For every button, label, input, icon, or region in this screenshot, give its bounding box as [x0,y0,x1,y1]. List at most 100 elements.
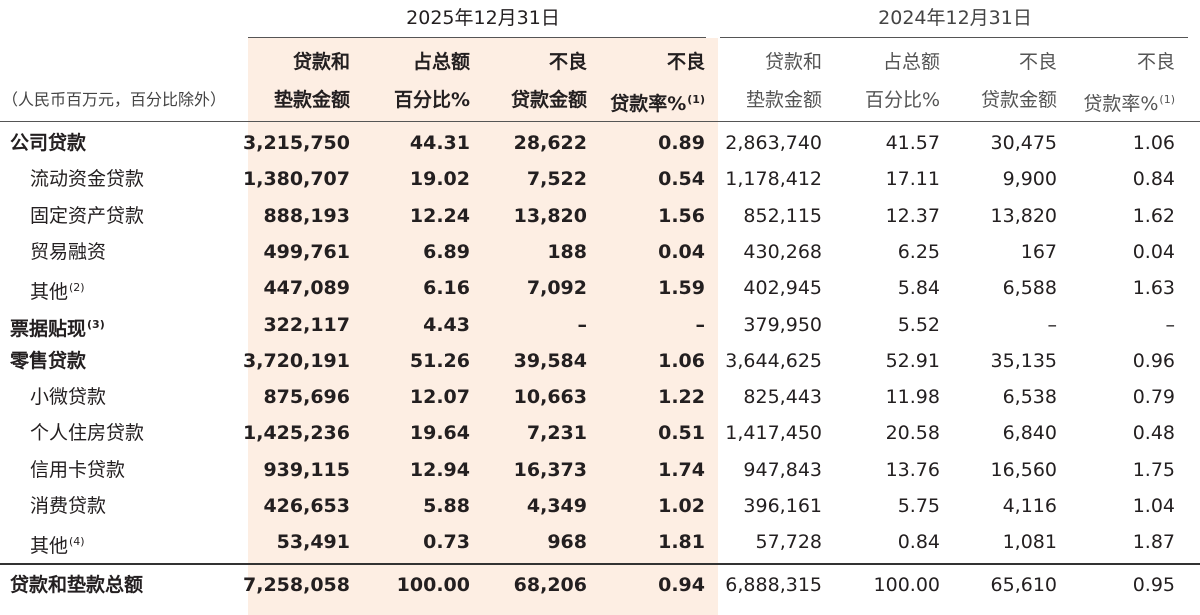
row-label: 个人住房贷款 [30,422,145,445]
cell: 28,622 [513,132,587,154]
row-label: 消费贷款 [30,495,107,517]
cell: 16,373 [513,458,587,481]
cell: 0.84 [897,531,940,554]
cell: 17.11 [885,168,940,191]
cell: 1.06 [658,349,705,372]
cell: 6.25 [897,240,940,263]
column-header: 贷款和 [764,51,822,73]
period-date: 2025年12月31日 [406,7,560,29]
cell: 0.89 [658,132,705,154]
cell: 1.87 [1132,531,1175,554]
cell: 4.43 [423,313,470,336]
cell: 0.84 [1132,168,1175,191]
footnote-mark: (1) [687,93,705,106]
cell: 0.48 [1132,422,1175,445]
column-header: 贷款率%(1) [610,93,705,115]
cell: 4,116 [1002,495,1057,517]
group-label: 贷款和垫款总额 [10,574,144,596]
cell: 41.57 [885,132,940,154]
cell: 447,089 [263,277,350,300]
cell: 188 [547,240,587,263]
column-header: 贷款金额 [510,89,587,111]
column-header: 贷款率%(1) [1083,93,1175,115]
rule [720,37,1188,38]
cell: 0.95 [1132,574,1175,596]
column-header: 垫款金额 [745,89,822,111]
cell: 100.00 [873,574,940,596]
cell: 12.07 [409,386,470,409]
footnote-mark: (4) [69,535,85,549]
column-header: 不良 [1018,51,1057,73]
footnote-mark: (3) [87,317,105,331]
cell: 1.06 [1132,132,1175,154]
unit-label: （人民币百万元，百分比除外） [2,90,227,109]
rule [0,563,1200,565]
cell: 1,380,707 [243,168,350,191]
cell: 30,475 [990,132,1057,154]
column-header: 占总额 [412,51,470,73]
cell: 1.75 [1132,458,1175,481]
cell: 10,663 [513,386,587,409]
cell: 35,135 [990,349,1057,372]
cell: 167 [1020,240,1057,263]
cell: 6.16 [423,277,470,300]
cell: 426,653 [263,495,350,517]
period-date: 2024年12月31日 [878,7,1032,29]
cell: 5.84 [897,277,940,300]
cell: 7,092 [526,277,587,300]
cell: 322,117 [263,313,350,336]
cell: 0.04 [1132,240,1175,263]
cell: 0.96 [1132,349,1175,372]
cell: 12.24 [409,204,470,227]
cell: 7,258,058 [243,574,350,596]
cell: 1.63 [1132,277,1175,300]
cell: 1.62 [1132,204,1175,227]
cell: 4,349 [526,495,587,517]
cell: 3,720,191 [243,349,350,372]
cell: 7,522 [526,168,587,191]
cell: 968 [547,531,587,554]
cell: 1,425,236 [243,422,350,445]
row-label: 固定资产贷款 [30,204,145,227]
cell: 12.37 [885,204,940,227]
row-label: 信用卡贷款 [30,458,126,481]
cell: 825,443 [743,386,822,409]
row-label: 贸易融资 [30,240,107,263]
rule [248,37,706,38]
column-header: 垫款金额 [273,89,350,111]
group-label: 公司贷款 [10,132,87,154]
cell: 499,761 [263,240,350,263]
cell: 5.75 [897,495,940,517]
cell: 3,215,750 [243,132,350,154]
cell: 1.74 [658,458,705,481]
cell: – [1165,313,1176,336]
cell: 1.56 [658,204,705,227]
cell: 3,644,625 [725,349,822,372]
column-header: 占总额 [882,51,940,73]
cell: 0.79 [1132,386,1175,409]
cell: 65,610 [990,574,1057,596]
cell: 6,840 [1002,422,1057,445]
cell: 1,081 [1002,531,1057,554]
cell: 6.89 [423,240,470,263]
cell: 1.59 [658,277,705,300]
cell: 1,178,412 [725,168,822,191]
cell: 12.94 [409,458,470,481]
cell: 7,231 [526,422,587,445]
cell: 57,728 [755,531,822,554]
cell: 1.02 [658,495,705,517]
cell: 19.64 [409,422,470,445]
row-label: 流动资金贷款 [30,168,145,191]
cell: 379,950 [743,313,822,336]
footnote-mark: (1) [1159,93,1175,106]
cell: 53,491 [276,531,350,554]
cell: – [1047,313,1058,336]
rule [0,121,1200,122]
cell: 13,820 [990,204,1057,227]
cell: 430,268 [743,240,822,263]
cell: – [577,313,588,336]
cell: 52.91 [885,349,940,372]
cell: 1.04 [1132,495,1175,517]
cell: 939,115 [263,458,350,481]
column-header: 百分比% [864,89,940,111]
